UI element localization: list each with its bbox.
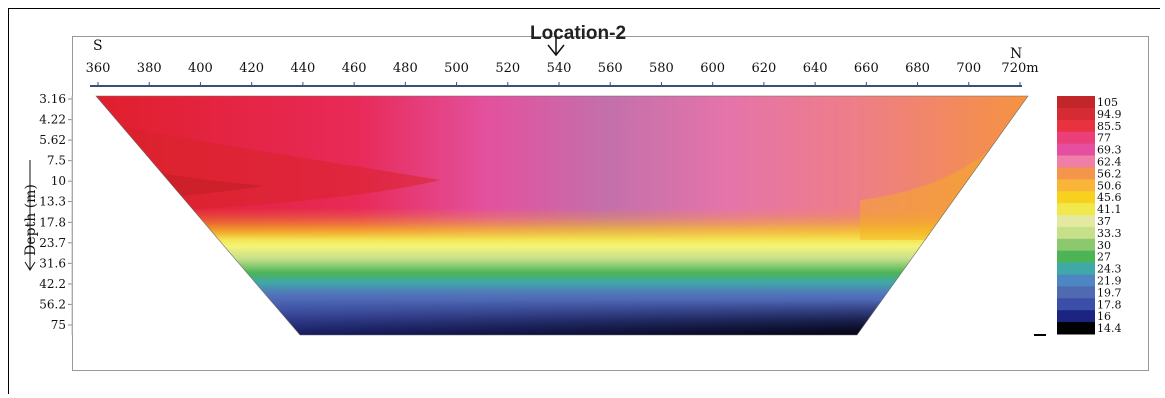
colorbar-swatch	[1057, 298, 1095, 311]
section-bottom-dark	[280, 290, 880, 335]
x-tick-label: 380	[137, 61, 162, 76]
depth-arrow-icon	[24, 160, 36, 271]
colorbar-swatch	[1057, 203, 1095, 216]
colorbar-swatch	[1057, 107, 1095, 121]
section-outline	[95, 95, 1029, 336]
chart-title: Location-2	[530, 23, 626, 44]
y-tick-label: 31.6	[39, 256, 66, 270]
x-tick-label: 420	[239, 61, 264, 76]
colorbar-swatch	[1057, 119, 1095, 133]
colorbar-swatch	[1057, 238, 1095, 252]
y-axis-label-group: Depth (m)	[23, 184, 39, 256]
x-tick-label: 560	[598, 61, 623, 76]
x-tick-label: 700	[956, 61, 981, 76]
y-tick-label: 17.8	[39, 215, 66, 229]
x-axis-ticks: 360 380 400 420 440 460 480 500 520 540 560 580 600 6…	[86, 61, 1039, 86]
colorbar-swatch	[1057, 262, 1095, 275]
colorbar-swatch	[1057, 322, 1095, 335]
x-tick-label: 360	[86, 61, 111, 76]
colorbar-label: 69.3	[1097, 144, 1122, 157]
colorbar-label: 45.6	[1097, 191, 1122, 204]
colorbar-swatch	[1057, 191, 1095, 204]
colorbar-label: 105	[1097, 96, 1118, 109]
colorbar-label: 62.4	[1097, 155, 1122, 168]
pseudosection	[96, 96, 1028, 335]
colorbar-label: 21.9	[1097, 274, 1122, 287]
x-tick-label: 440	[290, 61, 315, 76]
y-tick-label: 10	[51, 174, 66, 188]
colorbar-label: 56.2	[1097, 167, 1122, 180]
profile-end-label: N	[1010, 46, 1022, 62]
colorbar-label: 27	[1097, 251, 1111, 264]
x-tick-label: 720m	[1001, 61, 1038, 76]
colorbar-swatch	[1057, 96, 1095, 109]
colorbar-swatch	[1057, 274, 1095, 287]
colorbar-swatch	[1057, 143, 1095, 156]
y-axis-ticks: 3.16 4.22 5.62 7.5 10 13.3 17.8 23.7 31.6 42.2 56.…	[39, 92, 72, 332]
x-tick-label: 460	[342, 61, 367, 76]
colorbar-label: 17.8	[1097, 298, 1122, 311]
x-tick-label: 480	[393, 61, 418, 76]
colorbar-label: 14.4	[1097, 322, 1122, 335]
figure-frame	[8, 8, 1160, 394]
colorbar-swatch	[1057, 155, 1095, 168]
x-tick-label: 640	[803, 61, 828, 76]
colorbar-label: 94.9	[1097, 108, 1122, 121]
colorbar-label: 30	[1097, 239, 1111, 252]
x-tick-label: 620	[751, 61, 776, 76]
x-tick-label: 600	[700, 61, 725, 76]
x-tick-label: 680	[905, 61, 930, 76]
profile-start-label: S	[93, 38, 103, 54]
x-tick-label: 540	[547, 61, 572, 76]
x-tick-label: 580	[649, 61, 674, 76]
colorbar-label: 19.7	[1097, 286, 1122, 299]
y-tick-label: 7.5	[47, 154, 66, 168]
x-tick-label: 660	[854, 61, 879, 76]
y-tick-label: 13.3	[39, 195, 66, 209]
colorbar-label: 50.6	[1097, 179, 1122, 192]
colorbar-label: 37	[1097, 215, 1111, 228]
y-tick-label: 3.16	[39, 92, 66, 106]
y-axis-label: Depth (m)	[23, 184, 39, 256]
colorbar-swatch	[1057, 226, 1095, 240]
colorbar-label: 77	[1097, 132, 1111, 145]
colorbar-swatch	[1057, 286, 1095, 299]
colorbar-label: 24.3	[1097, 263, 1122, 276]
x-tick-label: 400	[188, 61, 213, 76]
colorbar-swatch	[1057, 215, 1095, 228]
x-tick-label: 520	[495, 61, 520, 76]
colorbar-label: 85.5	[1097, 120, 1122, 133]
colorbar-swatch	[1057, 250, 1095, 264]
colorbar: 10594.985.57769.362.456.250.645.641.1373…	[1057, 96, 1122, 335]
colorbar-swatch	[1057, 167, 1095, 180]
colorbar-label: 16	[1097, 310, 1111, 323]
colorbar-swatch	[1057, 179, 1095, 192]
y-tick-label: 23.7	[39, 236, 66, 250]
y-tick-label: 4.22	[39, 113, 66, 127]
colorbar-label: 33.3	[1097, 227, 1122, 240]
y-tick-label: 75	[51, 318, 66, 332]
colorbar-label: 41.1	[1097, 203, 1122, 216]
colorbar-swatch	[1057, 310, 1095, 323]
y-tick-label: 5.62	[39, 133, 66, 147]
x-tick-label: 500	[444, 61, 469, 76]
y-tick-label: 56.2	[39, 297, 66, 311]
y-tick-label: 42.2	[39, 277, 66, 291]
location-marker-arrow-icon	[547, 36, 565, 57]
colorbar-swatch	[1057, 131, 1095, 145]
